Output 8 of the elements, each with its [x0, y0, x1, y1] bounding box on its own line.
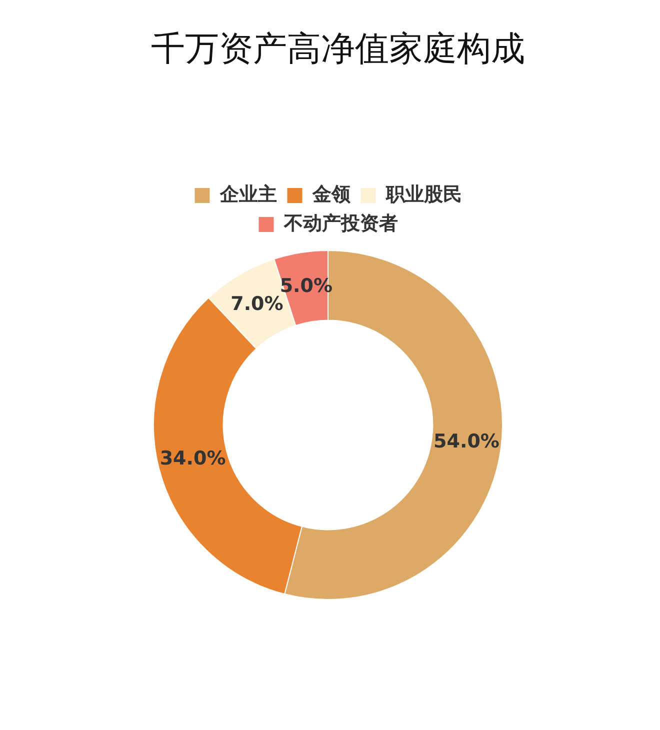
legend-label: 职业股民 — [384, 183, 462, 206]
legend-label: 企业主 — [218, 183, 277, 206]
data-label: 7.0% — [230, 292, 284, 315]
legend-label: 金领 — [311, 183, 352, 206]
data-label: 34.0% — [160, 448, 226, 470]
legend-label: 不动产投资者 — [282, 212, 398, 234]
chart-title: 千万资产高净值家庭构成 — [150, 28, 526, 71]
data-label: 54.0% — [434, 430, 500, 452]
